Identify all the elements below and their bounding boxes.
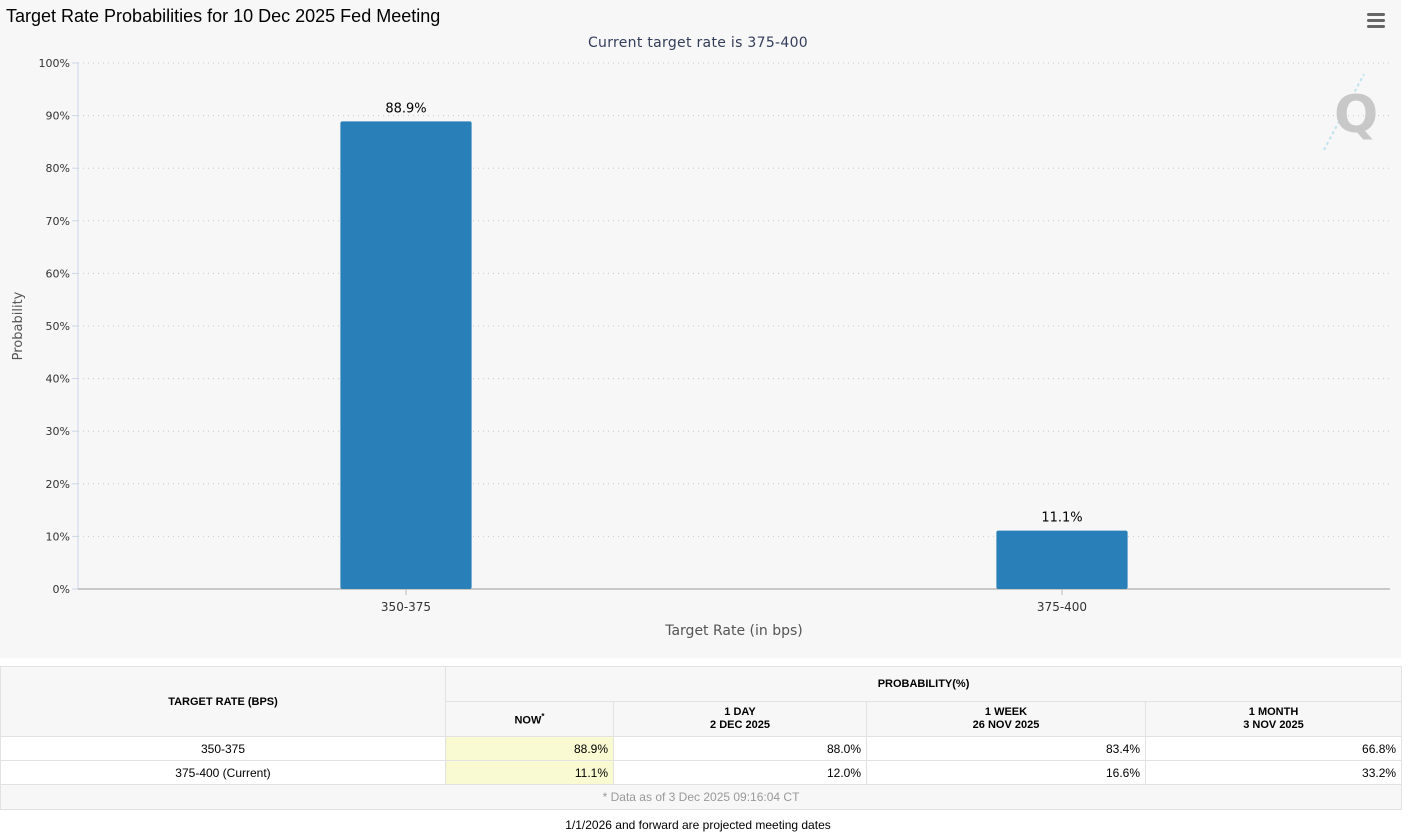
x-tick-label: 375-400 [1037,600,1087,614]
table-row: 375-400 (Current) 11.1% 12.0% 16.6% 33.2… [0,760,1403,785]
col-header-now: NOW* [445,701,614,737]
x-axis-title: Target Rate (in bps) [664,623,803,639]
data-timestamp-note: * Data as of 3 Dec 2025 09:16:04 CT [0,784,1403,810]
y-tick-label: 60% [46,267,70,280]
table-row: 350-375 88.9% 88.0% 83.4% 66.8% [0,736,1403,761]
y-tick-label: 80% [46,162,70,175]
col-header-1-week: 1 WEEK 26 NOV 2025 [866,701,1146,737]
month-cell: 33.2% [1144,760,1403,785]
bar-375-400[interactable] [996,530,1128,589]
y-tick-label: 100% [39,57,70,70]
y-tick-label: 40% [46,373,70,386]
target-rate-header: TARGET RATE (BPS) [0,666,446,737]
y-tick-label: 0% [53,583,70,596]
probability-table: TARGET RATE (BPS) PROBABILITY(%) NOW* 1 … [0,666,1403,810]
day-cell: 12.0% [613,760,867,785]
now-cell: 11.1% [445,760,614,785]
y-tick-label: 10% [46,530,70,543]
y-tick-label: 90% [46,110,70,123]
y-tick-label: 50% [46,320,70,333]
hamburger-menu-icon[interactable] [1364,10,1388,32]
data-label: 11.1% [1041,511,1082,526]
month-cell: 66.8% [1144,736,1403,761]
bar-chart: 0% 10% 20% 30% 40% 50% 60% 70% 80% 90% 100% Q 88.9… [11,57,1390,639]
rate-cell: 350-375 [0,736,446,761]
col-header-1-month: 1 MONTH 3 NOV 2025 [1144,701,1403,737]
now-cell: 88.9% [445,736,614,761]
q-logo-icon: Q [1323,73,1378,151]
week-cell: 16.6% [866,760,1146,785]
y-tick-label: 30% [46,425,70,438]
chart-subtitle: Current target rate is 375-400 [587,35,809,51]
data-label: 88.9% [385,101,426,116]
footer-note: 1/1/2026 and forward are projected meeti… [565,818,831,832]
day-cell: 88.0% [613,736,867,761]
svg-text:Q: Q [1334,85,1378,145]
col-header-1-day: 1 DAY 2 DEC 2025 [613,701,867,737]
week-cell: 83.4% [866,736,1146,761]
chart-area: 0% 10% 20% 30% 40% 50% 60% 70% 80% 90% 100% Q 88.9… [6,6,1390,639]
chart-title: Target Rate Probabilities for 10 Dec 202… [6,6,441,26]
rate-cell: 375-400 (Current) [0,760,446,785]
y-tick-label: 20% [46,478,70,491]
y-tick-label: 70% [46,215,70,228]
x-tick-label: 350-375 [381,600,431,614]
bar-350-375[interactable] [340,121,472,590]
probability-header: PROBABILITY(%) [444,666,1403,702]
y-axis-title: Probability [11,291,26,360]
